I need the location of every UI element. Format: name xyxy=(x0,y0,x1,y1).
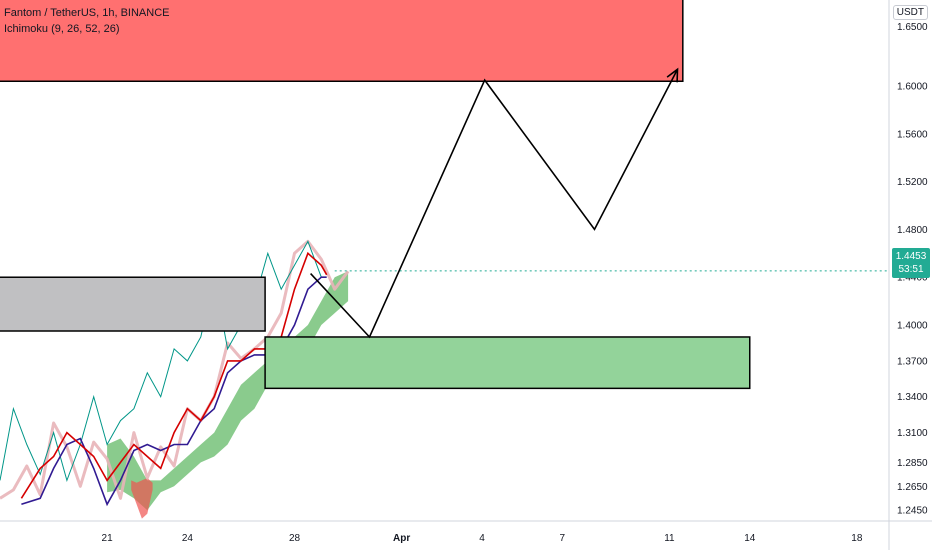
bar-countdown: 53:51 xyxy=(898,264,924,275)
x-tick-label: Apr xyxy=(393,533,410,544)
y-tick-label: 1.2650 xyxy=(897,482,928,493)
y-tick-label: 1.3400 xyxy=(897,392,928,403)
x-tick-label: 14 xyxy=(744,533,756,544)
support-zone xyxy=(264,336,751,390)
y-tick-label: 1.5600 xyxy=(897,129,928,140)
x-tick-label: 24 xyxy=(182,533,194,544)
x-tick-label: 7 xyxy=(560,533,566,544)
symbol-title[interactable]: Fantom / TetherUS, 1h, BINANCE xyxy=(4,7,170,19)
x-tick-label: 28 xyxy=(289,533,301,544)
y-tick-label: 1.4400 xyxy=(897,273,928,284)
y-tick-label: 1.3100 xyxy=(897,428,928,439)
y-tick-label: 1.5200 xyxy=(897,177,928,188)
projection-path xyxy=(310,68,679,339)
y-tick-label: 1.4000 xyxy=(897,321,928,332)
ichimoku-indicator-label[interactable]: Ichimoku (9, 26, 52, 26) xyxy=(4,23,120,35)
x-tick-label: 21 xyxy=(102,533,114,544)
x-tick-label: 11 xyxy=(664,533,675,544)
last-price-tag: 1.4453 53:51 xyxy=(892,248,930,278)
y-tick-label: 1.6000 xyxy=(897,82,928,93)
chart-legend: Fantom / TetherUS, 1h, BINANCE Ichimoku … xyxy=(4,5,169,37)
projection-arrowhead xyxy=(666,67,679,83)
x-tick-label: 18 xyxy=(851,533,863,544)
y-tick-label: 1.2850 xyxy=(897,458,928,469)
lagging-span-line xyxy=(0,240,322,483)
tenkan-sen-line xyxy=(20,251,328,499)
y-tick-label: 1.6500 xyxy=(897,22,928,33)
ichimoku-cloud-bearish xyxy=(131,478,153,519)
y-tick-label: 1.2450 xyxy=(897,506,928,517)
last-price-value: 1.4453 xyxy=(895,251,927,262)
range-zone xyxy=(0,276,266,332)
y-tick-label: 1.3700 xyxy=(897,356,928,367)
resistance-zone xyxy=(0,0,684,83)
y-tick-label: 1.4800 xyxy=(897,225,928,236)
x-tick-label: 4 xyxy=(479,533,485,544)
currency-label[interactable]: USDT xyxy=(892,5,928,20)
